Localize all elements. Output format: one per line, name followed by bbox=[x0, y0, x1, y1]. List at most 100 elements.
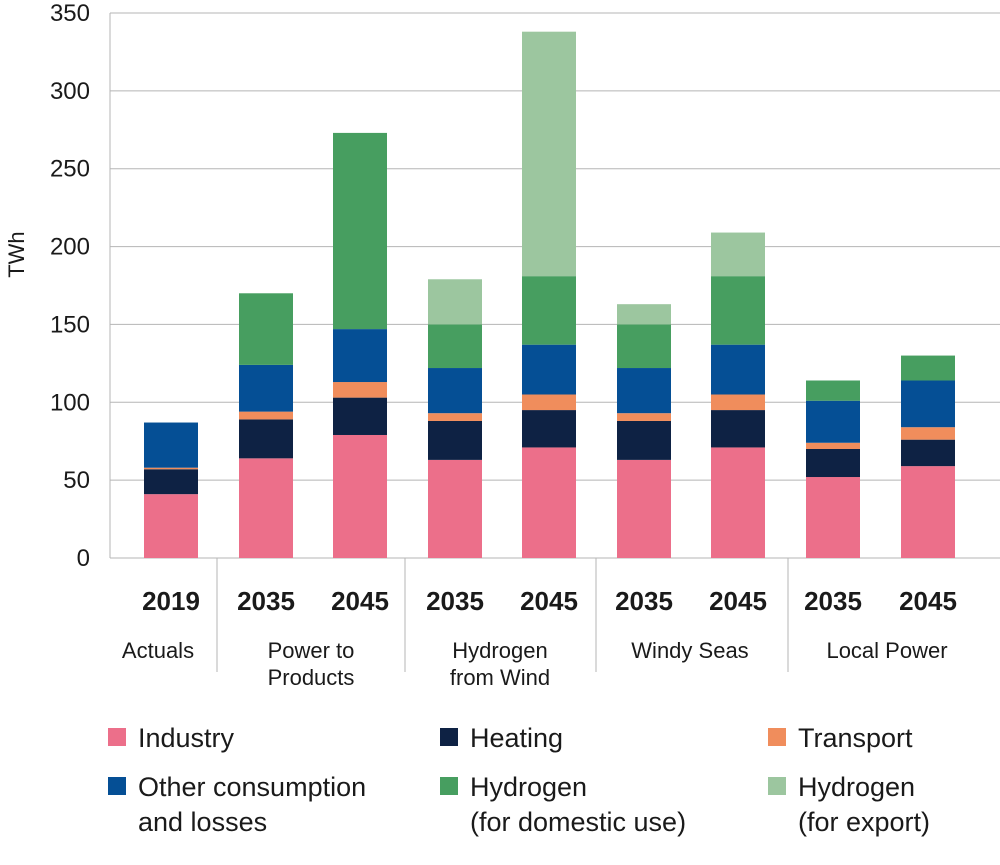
bar-stack bbox=[901, 355, 955, 558]
bar-segment-other-consumption-and-losses bbox=[239, 364, 293, 412]
bar-stack bbox=[617, 304, 671, 558]
bar-segment-hydrogen-for-domestic-use bbox=[428, 324, 482, 369]
bar-segment-industry bbox=[711, 447, 765, 558]
group-label: Actuals bbox=[122, 638, 194, 663]
bar-segment-heating bbox=[901, 439, 955, 467]
legend: Industry Heating Transport Other consumptio… bbox=[108, 723, 930, 837]
bar-segment-transport bbox=[806, 442, 860, 449]
bar-segment-hydrogen-for-domestic-use bbox=[333, 132, 387, 330]
y-tick-label: 250 bbox=[50, 156, 90, 183]
x-tick-label: 2035 bbox=[426, 586, 484, 616]
bar-segment-hydrogen-for-export bbox=[711, 232, 765, 277]
group-label: Power to bbox=[268, 638, 355, 663]
bar-segment-industry bbox=[428, 459, 482, 558]
bar-segment-heating bbox=[428, 420, 482, 460]
bars bbox=[144, 31, 955, 558]
bar-segment-industry bbox=[239, 458, 293, 558]
bar-segment-transport bbox=[711, 394, 765, 411]
legend-label: Other consumption bbox=[138, 772, 366, 802]
legend-label: Transport bbox=[798, 723, 913, 753]
bar-segment-hydrogen-for-domestic-use bbox=[617, 324, 671, 369]
y-tick-label: 350 bbox=[50, 0, 90, 27]
bar-stack bbox=[806, 380, 860, 558]
x-tick-label: 2035 bbox=[237, 586, 295, 616]
bar-segment-other-consumption-and-losses bbox=[522, 344, 576, 395]
bar-segment-transport bbox=[522, 394, 576, 411]
bar-segment-hydrogen-for-export bbox=[428, 279, 482, 325]
bar-segment-industry bbox=[617, 459, 671, 558]
bar-segment-industry bbox=[901, 466, 955, 558]
bar-stack bbox=[522, 31, 576, 558]
y-tick-label: 50 bbox=[63, 467, 90, 494]
legend-item: Industry bbox=[108, 723, 235, 753]
legend-item: Hydrogen (for domestic use) bbox=[440, 772, 686, 837]
bar-segment-hydrogen-for-domestic-use bbox=[522, 276, 576, 345]
bar-segment-hydrogen-for-domestic-use bbox=[901, 355, 955, 381]
group-label: Products bbox=[268, 665, 355, 690]
bar-segment-hydrogen-for-export bbox=[617, 304, 671, 325]
bar-segment-other-consumption-and-losses bbox=[806, 400, 860, 443]
bar-stack bbox=[239, 293, 293, 558]
bar-segment-transport bbox=[333, 382, 387, 398]
bar-segment-other-consumption-and-losses bbox=[428, 368, 482, 414]
x-tick-label: 2045 bbox=[520, 586, 578, 616]
legend-label: (for export) bbox=[798, 807, 930, 837]
bar-stack bbox=[144, 422, 198, 558]
bar-segment-heating bbox=[522, 410, 576, 448]
bar-segment-industry bbox=[522, 447, 576, 558]
legend-item: Hydrogen (for export) bbox=[768, 772, 930, 837]
legend-item: Transport bbox=[768, 723, 913, 753]
y-axis-label: TWh bbox=[4, 231, 29, 277]
legend-label: Heating bbox=[470, 723, 563, 753]
bar-stack bbox=[333, 132, 387, 558]
bar-segment-hydrogen-for-domestic-use bbox=[711, 276, 765, 345]
bar-segment-other-consumption-and-losses bbox=[144, 422, 198, 468]
bar-segment-industry bbox=[144, 494, 198, 558]
x-tick-label: 2035 bbox=[804, 586, 862, 616]
legend-swatch bbox=[108, 777, 126, 795]
bar-segment-heating bbox=[711, 410, 765, 448]
bar-segment-transport bbox=[901, 427, 955, 440]
bar-segment-heating bbox=[144, 469, 198, 495]
bar-stack bbox=[711, 232, 765, 558]
bar-segment-heating bbox=[333, 397, 387, 435]
bar-segment-other-consumption-and-losses bbox=[617, 368, 671, 414]
x-tick-label: 2045 bbox=[899, 586, 957, 616]
group-label: Local Power bbox=[826, 638, 947, 663]
bar-segment-heating bbox=[617, 420, 671, 460]
x-axis: 2019 2035 2045 2035 2045 2035 2045 2035 2045 Actu… bbox=[122, 558, 957, 690]
x-tick-label: 2035 bbox=[615, 586, 673, 616]
bar-segment-hydrogen-for-export bbox=[522, 31, 576, 277]
bar-segment-transport bbox=[617, 413, 671, 421]
legend-label: Hydrogen bbox=[798, 772, 915, 802]
legend-label: Industry bbox=[138, 723, 235, 753]
bar-segment-heating bbox=[806, 449, 860, 478]
legend-label: (for domestic use) bbox=[470, 807, 686, 837]
x-tick-label: 2045 bbox=[709, 586, 767, 616]
group-label: Hydrogen bbox=[452, 638, 547, 663]
y-tick-label: 200 bbox=[50, 234, 90, 261]
bar-stack bbox=[428, 279, 482, 558]
y-tick-label: 300 bbox=[50, 78, 90, 105]
bar-segment-heating bbox=[239, 419, 293, 459]
bar-segment-transport bbox=[428, 413, 482, 421]
bar-segment-transport bbox=[239, 411, 293, 420]
legend-swatch bbox=[108, 728, 126, 746]
y-axis-ticks: 0 50 100 150 200 250 300 350 bbox=[50, 0, 90, 572]
bar-segment-other-consumption-and-losses bbox=[711, 344, 765, 395]
legend-label: Hydrogen bbox=[470, 772, 587, 802]
y-tick-label: 100 bbox=[50, 389, 90, 416]
legend-swatch bbox=[768, 777, 786, 795]
bar-segment-transport bbox=[144, 467, 198, 470]
legend-swatch bbox=[440, 728, 458, 746]
bar-segment-industry bbox=[333, 434, 387, 558]
group-label: from Wind bbox=[450, 665, 550, 690]
y-tick-label: 0 bbox=[77, 545, 90, 572]
bar-segment-other-consumption-and-losses bbox=[333, 329, 387, 383]
bar-segment-hydrogen-for-domestic-use bbox=[806, 380, 860, 401]
bar-segment-hydrogen-for-domestic-use bbox=[239, 293, 293, 365]
legend-label: and losses bbox=[138, 807, 267, 837]
legend-swatch bbox=[440, 777, 458, 795]
legend-item: Heating bbox=[440, 723, 563, 753]
